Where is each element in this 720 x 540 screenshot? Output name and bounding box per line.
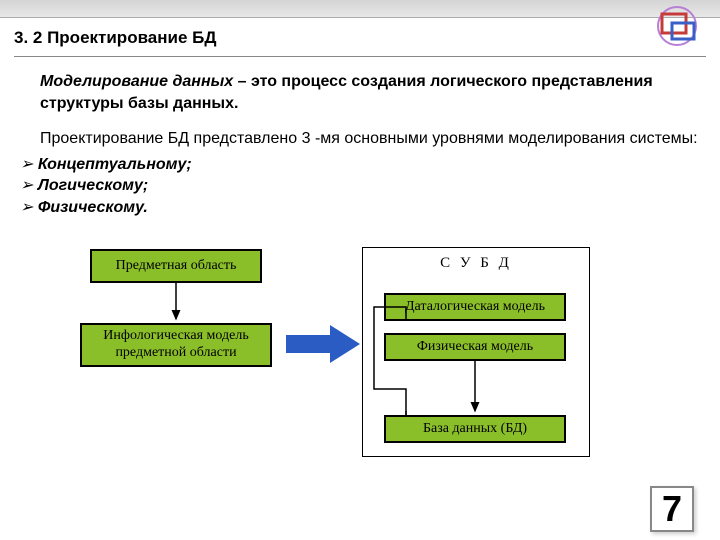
logo-icon (652, 6, 702, 46)
node-label: База данных (БД) (423, 421, 527, 437)
node-datalogical: Даталогическая модель (384, 293, 566, 321)
diagram: С У Б Д Предметная область Инфологическа… (18, 239, 702, 469)
node-domain-area: Предметная область (90, 249, 262, 283)
dbms-title: С У Б Д (362, 253, 590, 273)
list-item: Физическому. (20, 197, 702, 219)
node-infological: Инфологическая модель предметной области (80, 323, 272, 367)
list-item: Логическому; (20, 175, 702, 197)
node-label: Предметная область (116, 258, 237, 274)
content-area: Моделирование данных – это процесс созда… (0, 57, 720, 469)
section-title: 3. 2 Проектирование БД (0, 18, 720, 48)
definition-paragraph: Моделирование данных – это процесс созда… (18, 71, 702, 114)
page-number: 7 (650, 486, 694, 532)
header-bar (0, 0, 720, 18)
node-label: Инфологическая модель предметной области (103, 328, 248, 360)
levels-list: Концептуальному; Логическому; Физическом… (18, 154, 702, 219)
big-blue-arrow-icon (286, 325, 360, 363)
list-item: Концептуальному; (20, 154, 702, 176)
intro-paragraph: Проектирование БД представлено 3 -мя осн… (18, 128, 702, 150)
node-physical: Физическая модель (384, 333, 566, 361)
node-label: Физическая модель (417, 339, 533, 355)
node-database: База данных (БД) (384, 415, 566, 443)
definition-term: Моделирование данных (40, 73, 233, 90)
node-label: Даталогическая модель (405, 299, 545, 315)
